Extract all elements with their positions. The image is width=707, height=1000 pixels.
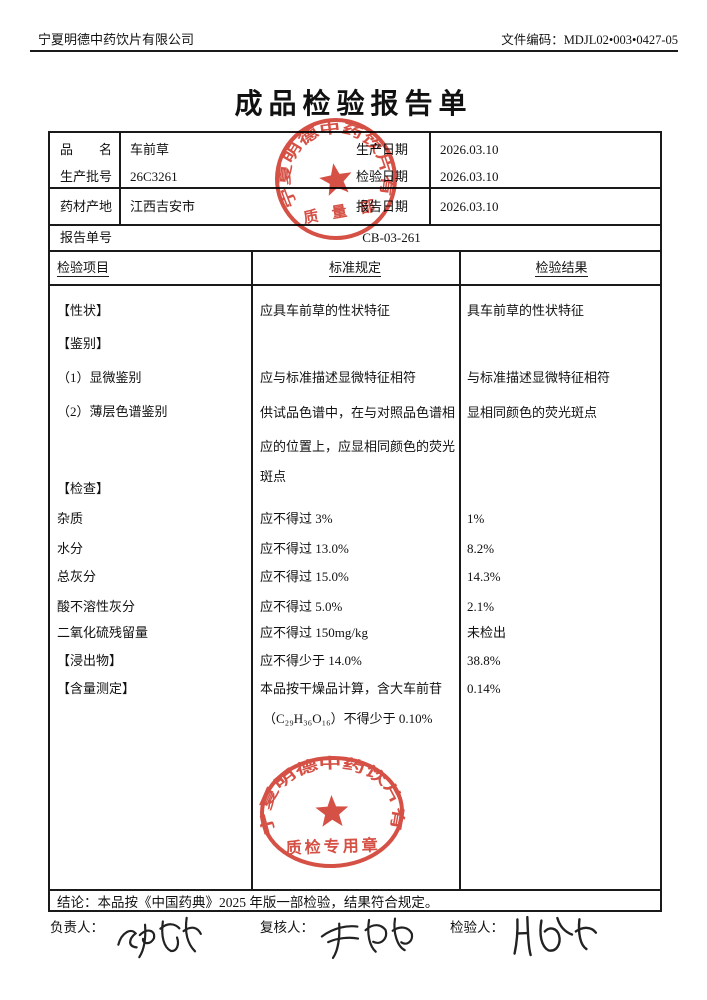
conclusion-text: 结论：本品按《中国药典》2025 年版一部检验，结果符合规定。	[57, 895, 439, 910]
report-no-value: CB-03-261	[362, 230, 421, 245]
product-name-label: 品名	[60, 142, 139, 157]
origin-value: 江西吉安市	[130, 199, 196, 214]
divider	[50, 250, 660, 252]
col-header-item: 检验项目	[57, 260, 110, 277]
page-title: 成品检验报告单	[234, 89, 473, 120]
row-item: （2）薄层色谱鉴别	[57, 404, 168, 419]
row-result: 未检出	[467, 625, 507, 640]
row-item: 【鉴别】	[57, 336, 110, 351]
qc-seal-stamp: 宁夏明德中药饮片有限公司 质检专用章	[252, 747, 409, 869]
responsible-signature	[117, 916, 202, 959]
row-item: 杂质	[57, 511, 84, 526]
company-name: 宁夏明德中药饮片有限公司	[38, 32, 195, 47]
divider	[50, 889, 660, 891]
stamp-center-text: 质 量 部	[302, 196, 381, 227]
row-item: 水分	[57, 541, 84, 556]
report-table: 品名 车前草 生产日期 2026.03.10 生产批号 26C3261 检验日期…	[48, 131, 662, 912]
signature-row: 负责人： 复核人： 检验人：	[48, 914, 662, 974]
row-standard: 应与标准描述显微特征相符	[260, 370, 417, 385]
inspector-label: 检验人：	[450, 920, 504, 935]
divider	[119, 133, 121, 224]
svg-text:宁夏明德中药饮片有限公司: 宁夏明德中药饮片有限公司	[266, 109, 400, 220]
inspector-signature	[513, 915, 598, 957]
row-standard: （C₂₉H₃₆O₁₆）不得少于 0.10%	[263, 711, 433, 726]
row-item: 总灰分	[57, 569, 97, 584]
divider	[251, 250, 253, 889]
reviewer-signature	[320, 917, 414, 960]
row-result: 具车前草的性状特征	[467, 303, 585, 318]
row-result: 14.3%	[467, 569, 501, 584]
report-date-label: 报告日期	[356, 199, 409, 214]
batch-label: 生产批号	[60, 169, 113, 184]
row-result: 与标准描述显微特征相符	[467, 370, 611, 385]
row-standard: 应的位置上，应显相同颜色的荧光	[260, 439, 456, 454]
prod-date-label: 生产日期	[356, 142, 409, 157]
row-standard: 斑点	[260, 469, 287, 484]
stamp-star-icon	[315, 795, 349, 827]
row-item: 【浸出物】	[57, 653, 123, 668]
col-header-result: 检验结果	[535, 260, 588, 277]
divider	[429, 133, 431, 224]
test-date-value: 2026.03.10	[440, 169, 499, 184]
row-item: 二氧化硫残留量	[57, 625, 149, 640]
divider	[459, 250, 461, 889]
row-result: 0.14%	[467, 681, 501, 696]
reviewer-label: 复核人：	[260, 920, 314, 935]
responsible-label: 负责人：	[50, 920, 104, 935]
row-standard: 应不得过 150mg/kg	[260, 625, 368, 640]
stamp-star-icon	[319, 163, 352, 196]
row-item: 【含量测定】	[57, 681, 136, 696]
row-standard: 应不得过 13.0%	[260, 541, 349, 556]
row-standard: 应具车前草的性状特征	[260, 303, 391, 318]
prod-date-value: 2026.03.10	[440, 142, 499, 157]
row-standard: 应不得少于 14.0%	[260, 653, 362, 668]
report-date-value: 2026.03.10	[440, 199, 499, 214]
row-result: 8.2%	[467, 541, 495, 556]
row-result: 2.1%	[467, 599, 495, 614]
row-standard: 应不得过 3%	[260, 511, 333, 526]
quality-dept-stamp: 宁夏明德中药饮片有限公司 质 量 部	[266, 109, 400, 240]
stamp-ring-text: 宁夏明德中药饮片有限公司	[266, 109, 400, 220]
report-no-label: 报告单号	[60, 230, 113, 245]
row-item: 【检查】	[57, 481, 110, 496]
row-standard: 应不得过 5.0%	[260, 599, 343, 614]
row-item: 酸不溶性灰分	[57, 599, 136, 614]
divider	[50, 187, 660, 189]
row-result: 38.8%	[467, 653, 501, 668]
row-standard: 本品按干燥品计算，含大车前苷	[260, 681, 443, 696]
row-standard: 应不得过 15.0%	[260, 569, 349, 584]
batch-value: 26C3261	[130, 169, 178, 184]
page-header: 宁夏明德中药饮片有限公司 文件编码：MDJL02•003•0427-05	[30, 26, 678, 52]
col-header-standard: 标准规定	[328, 260, 381, 277]
stamp-ring-text: 宁夏明德中药饮片有限公司	[252, 747, 409, 838]
svg-text:宁夏明德中药饮片有限公司: 宁夏明德中药饮片有限公司	[252, 747, 409, 838]
product-name-value: 车前草	[130, 142, 170, 157]
row-result: 显相同颜色的荧光斑点	[467, 405, 598, 420]
row-result: 1%	[467, 511, 485, 526]
divider	[50, 224, 660, 226]
row-item: （1）显微鉴别	[57, 370, 142, 385]
row-standard: 供试品色谱中，在与对照品色谱相	[260, 405, 456, 420]
divider	[50, 284, 660, 286]
origin-label: 药材产地	[60, 199, 113, 214]
file-code: 文件编码：MDJL02•003•0427-05	[501, 33, 678, 47]
row-item: 【性状】	[57, 303, 110, 318]
stamp-center-text: 质检专用章	[285, 835, 381, 857]
